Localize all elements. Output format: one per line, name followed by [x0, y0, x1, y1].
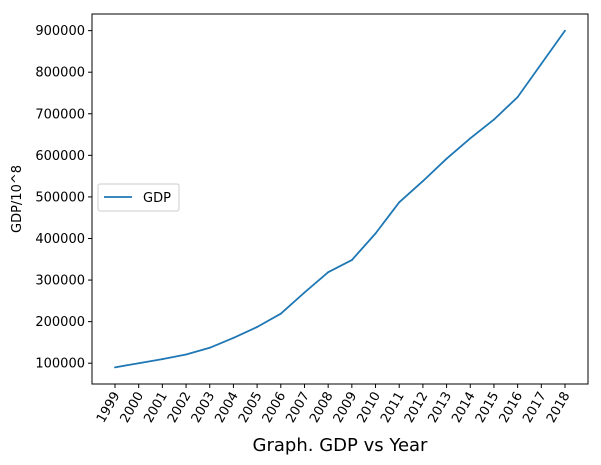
- x-axis-label: Graph. GDP vs Year: [253, 435, 429, 456]
- y-tick-label: 400000: [35, 232, 85, 247]
- data-point: [374, 232, 377, 235]
- data-point: [350, 259, 353, 262]
- x-tick-label: 2010: [354, 390, 384, 426]
- data-point: [208, 346, 211, 349]
- data-point: [232, 336, 235, 339]
- y-tick-label: 100000: [35, 357, 85, 372]
- x-tick-label: 2012: [402, 390, 432, 426]
- x-tick-label: 2018: [544, 390, 574, 426]
- x-tick-label: 2001: [141, 390, 171, 426]
- x-tick-label: 2011: [378, 390, 408, 426]
- data-point: [516, 96, 519, 99]
- legend-box: [97, 183, 180, 212]
- data-point: [398, 201, 401, 204]
- data-point: [161, 358, 164, 360]
- y-tick-label: 200000: [35, 315, 85, 330]
- y-tick-label: 500000: [35, 190, 85, 205]
- x-tick-label: 2017: [520, 390, 550, 426]
- x-tick-label: 2009: [331, 390, 361, 426]
- x-tick-label: 2004: [212, 390, 242, 426]
- y-tick-label: 900000: [35, 24, 85, 39]
- y-tick-label: 800000: [35, 66, 85, 81]
- axes-frame: [91, 13, 589, 385]
- data-point: [303, 291, 306, 294]
- x-tick-label: 2003: [189, 390, 219, 426]
- legend-label: GDP: [143, 191, 171, 206]
- x-tick-label: 1999: [94, 390, 124, 426]
- x-tick-label: 2002: [165, 390, 195, 426]
- data-point: [445, 157, 448, 160]
- x-axis: 1999200020012002200320042005200620072008…: [94, 384, 574, 426]
- x-tick-label: 2008: [307, 390, 337, 426]
- y-tick-label: 600000: [35, 149, 85, 164]
- x-tick-label: 2015: [473, 390, 503, 426]
- data-point: [327, 271, 330, 274]
- x-tick-label: 2006: [260, 390, 290, 426]
- data-point: [421, 180, 424, 183]
- legend: GDP: [97, 183, 180, 212]
- data-point: [114, 366, 116, 369]
- plot-area: [114, 29, 566, 369]
- data-point: [185, 353, 187, 356]
- y-axis: 100000 200000 300000 400000 500000 600000 7000…: [35, 24, 92, 372]
- y-tick-label: 300000: [35, 274, 85, 289]
- data-point: [564, 29, 566, 32]
- series-line-gdp: [114, 30, 566, 369]
- x-tick-label: 2000: [118, 390, 148, 426]
- data-point: [540, 62, 543, 65]
- y-tick-label: 700000: [35, 107, 85, 122]
- x-tick-label: 2007: [283, 390, 313, 426]
- data-point: [256, 326, 259, 328]
- x-tick-label: 2016: [497, 390, 527, 426]
- data-point: [279, 312, 282, 315]
- y-axis-label: GDP/10^8: [10, 165, 25, 233]
- x-tick-label: 2013: [426, 390, 456, 426]
- data-point: [493, 118, 495, 121]
- data-point: [137, 362, 140, 365]
- data-point: [469, 137, 472, 140]
- x-tick-label: 2014: [449, 390, 479, 426]
- x-tick-label: 2005: [236, 390, 266, 426]
